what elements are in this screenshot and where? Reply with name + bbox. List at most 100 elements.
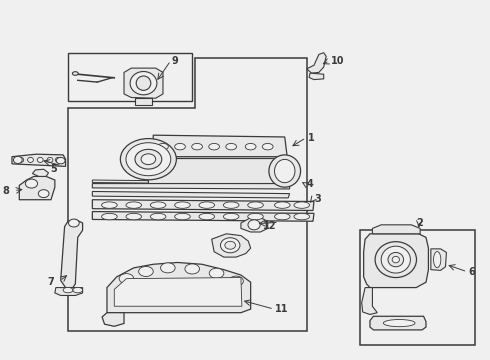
Ellipse shape [63,287,73,293]
Polygon shape [92,200,314,211]
Polygon shape [241,218,268,232]
Ellipse shape [192,143,202,150]
Ellipse shape [226,143,237,150]
Ellipse shape [119,274,134,284]
Ellipse shape [130,72,157,95]
Ellipse shape [392,256,399,263]
Ellipse shape [126,143,171,176]
Ellipse shape [229,276,244,286]
Ellipse shape [27,157,33,162]
Text: 9: 9 [172,55,178,66]
Polygon shape [135,98,152,105]
Ellipse shape [56,157,65,164]
Ellipse shape [18,157,24,162]
Ellipse shape [141,154,156,165]
Ellipse shape [161,263,175,273]
Polygon shape [148,158,290,184]
Polygon shape [114,278,242,306]
Bar [360,230,475,345]
Ellipse shape [69,219,79,227]
Ellipse shape [248,213,263,220]
Ellipse shape [185,264,199,274]
Polygon shape [212,234,251,257]
Ellipse shape [274,213,290,220]
Ellipse shape [262,143,273,150]
Ellipse shape [121,139,176,180]
Polygon shape [32,169,49,176]
Polygon shape [364,234,428,288]
Ellipse shape [245,143,256,150]
Ellipse shape [126,202,142,208]
Ellipse shape [434,252,441,268]
Ellipse shape [37,157,43,162]
Ellipse shape [150,213,166,220]
Polygon shape [370,316,426,330]
Text: 7: 7 [48,277,54,287]
Ellipse shape [375,242,416,278]
Bar [68,53,192,101]
Text: 11: 11 [275,304,289,314]
Ellipse shape [174,143,185,150]
Ellipse shape [199,213,215,220]
Polygon shape [307,53,326,73]
Ellipse shape [274,202,290,208]
Ellipse shape [55,157,61,162]
Ellipse shape [136,76,151,90]
Text: 1: 1 [308,133,315,143]
Polygon shape [153,135,287,157]
Polygon shape [124,68,163,98]
Ellipse shape [101,202,117,208]
Ellipse shape [294,213,310,220]
Ellipse shape [126,213,142,220]
Text: 12: 12 [264,221,277,230]
Polygon shape [68,58,307,330]
Ellipse shape [223,202,239,208]
Ellipse shape [220,238,240,253]
Ellipse shape [383,319,415,327]
Polygon shape [92,192,290,198]
Ellipse shape [135,149,162,169]
Polygon shape [92,184,290,189]
Polygon shape [102,313,124,326]
Ellipse shape [73,287,83,293]
Ellipse shape [388,252,404,267]
Ellipse shape [38,190,49,198]
Polygon shape [309,73,324,80]
Ellipse shape [223,213,239,220]
Text: 8: 8 [2,186,9,196]
Text: 4: 4 [307,179,314,189]
Text: 2: 2 [416,218,423,228]
Polygon shape [372,225,420,234]
Text: 10: 10 [331,56,344,66]
Ellipse shape [209,143,220,150]
Ellipse shape [174,213,190,220]
Polygon shape [107,262,251,313]
Polygon shape [92,180,290,184]
Ellipse shape [25,179,38,188]
Ellipse shape [225,241,236,249]
Ellipse shape [248,202,263,208]
Ellipse shape [274,159,295,183]
Ellipse shape [269,155,300,187]
Ellipse shape [174,202,190,208]
Ellipse shape [47,157,53,162]
Ellipse shape [13,156,22,163]
Polygon shape [55,288,83,296]
Polygon shape [19,176,55,200]
Ellipse shape [101,213,117,220]
Ellipse shape [199,202,215,208]
Ellipse shape [158,143,169,150]
Ellipse shape [73,72,78,75]
Polygon shape [362,288,377,315]
Ellipse shape [150,202,166,208]
Ellipse shape [139,266,153,276]
Polygon shape [431,249,446,270]
Polygon shape [12,154,66,166]
Text: 3: 3 [314,194,321,204]
Ellipse shape [381,246,411,273]
Ellipse shape [294,202,310,208]
Text: 6: 6 [468,267,475,277]
Text: 5: 5 [50,164,57,174]
Polygon shape [92,212,314,221]
Ellipse shape [209,268,224,278]
